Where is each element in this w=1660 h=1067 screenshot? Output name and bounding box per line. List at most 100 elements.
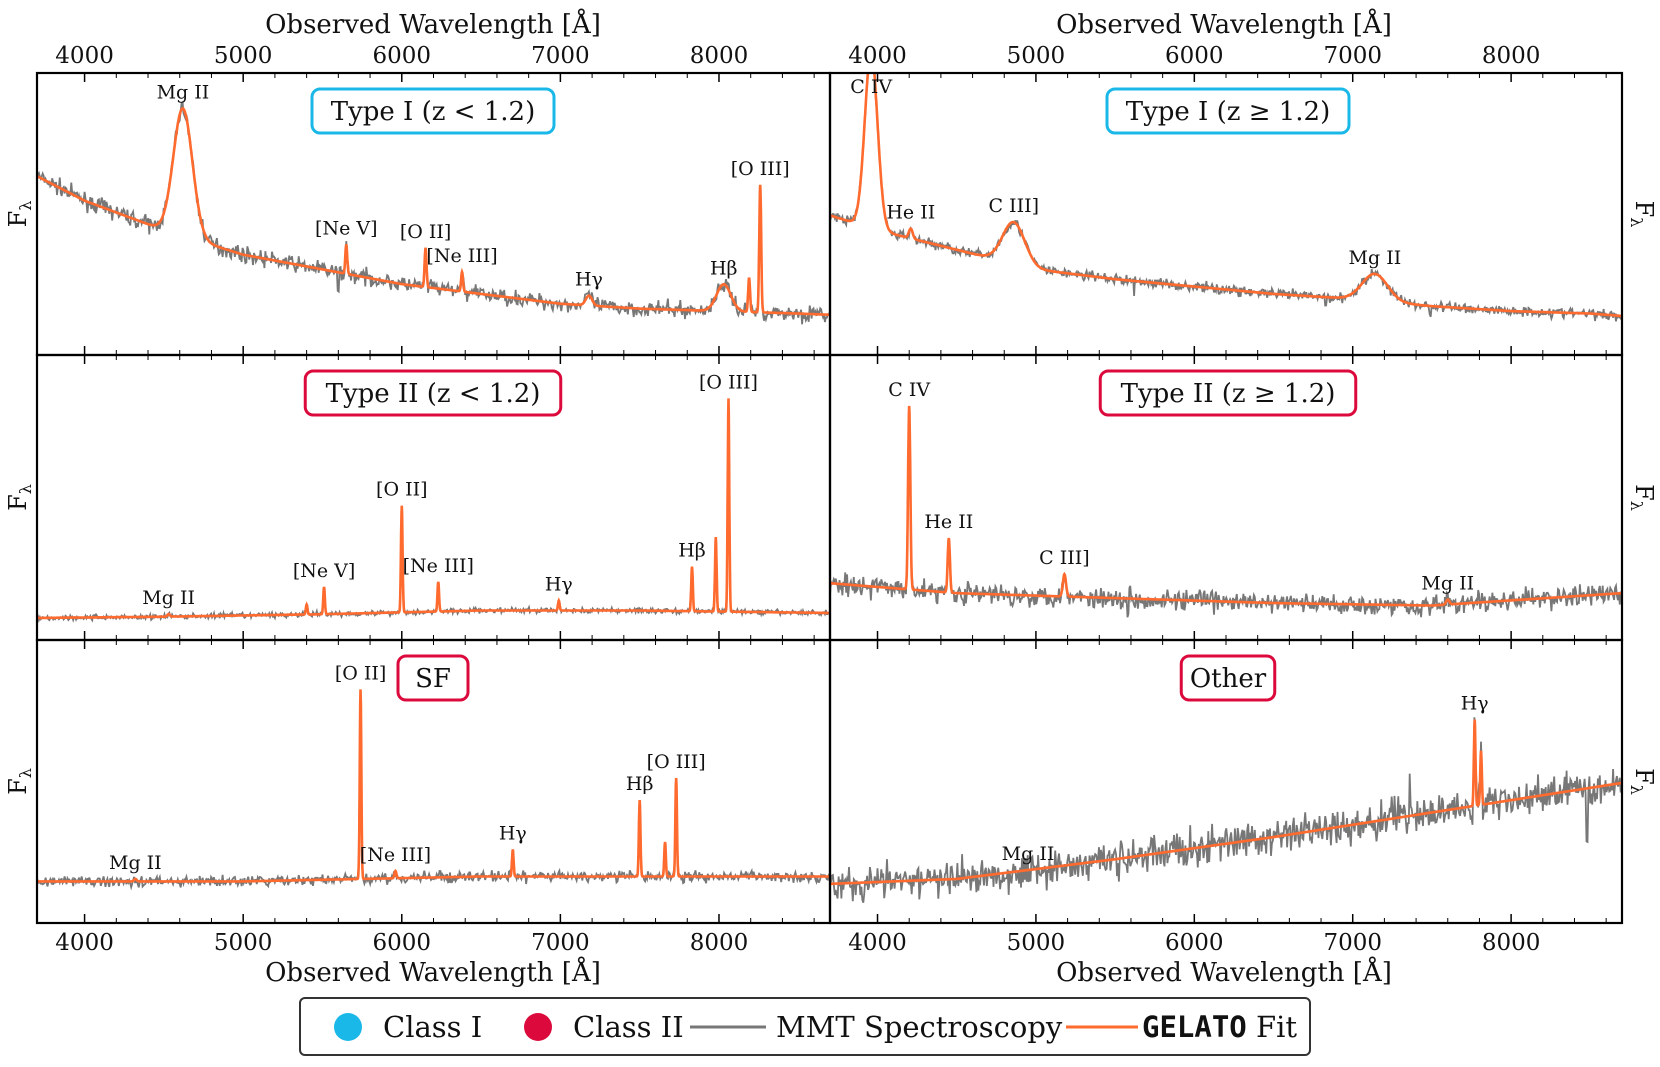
ylabel-bottom-right: Fλ xyxy=(1627,768,1658,795)
line-label-middle-left-2: [Ne V] xyxy=(293,560,355,582)
xtick-label-top-top-right-1: 5000 xyxy=(1007,43,1066,69)
legend-class2-marker xyxy=(524,1013,552,1041)
line-label-bottom-right-1: Hγ xyxy=(1461,693,1489,715)
panel-middle-right: C IV He II C III] Mg II Fλ Type II (z ≥ 1.2) xyxy=(828,353,1658,642)
ylabel-middle-left: Fλ xyxy=(4,484,35,511)
line-label-top-left-2: [O II] xyxy=(400,221,451,243)
class-label-bottom-right: Other xyxy=(1190,664,1267,694)
data-line-bottom-right xyxy=(830,717,1622,903)
fit-line-middle-left xyxy=(37,398,830,620)
bottom-right-xlabel: Observed Wavelength [Å] xyxy=(1056,956,1392,988)
line-label-bottom-left-0: Mg II xyxy=(109,852,162,874)
line-label-top-left-3: [Ne III] xyxy=(426,245,497,267)
xtick-label-top-top-left-1: 5000 xyxy=(214,43,273,69)
fit-line-middle-right xyxy=(830,405,1622,607)
class-box-top-right xyxy=(1105,87,1351,135)
line-label-bottom-left-4: Hβ xyxy=(626,773,654,795)
ylabel-bottom-left: Fλ xyxy=(4,768,35,795)
line-label-middle-left-5: Hγ xyxy=(545,574,573,596)
panel-bottom-left: Mg II [O II] [Ne III] Hγ Hβ[O III] 4000 5000 60… xyxy=(4,638,832,956)
fit-line-top-left xyxy=(37,107,830,317)
top-right-xlabel: Observed Wavelength [Å] xyxy=(1056,8,1392,40)
class-label-middle-left: Type II (z < 1.2) xyxy=(326,379,541,409)
class-label-middle-right: Type II (z ≥ 1.2) xyxy=(1121,379,1336,409)
class-label-top-left: Type I (z < 1.2) xyxy=(331,97,536,127)
line-label-middle-right-3: Mg II xyxy=(1421,573,1474,595)
line-label-middle-left-3: [O II] xyxy=(376,479,427,501)
class-box-middle-right xyxy=(1098,369,1358,417)
line-label-middle-left-6: Hβ xyxy=(678,540,706,562)
line-label-bottom-left-1: [O II] xyxy=(335,662,386,684)
legend-fit-code: GELATO xyxy=(1142,1010,1247,1044)
line-label-middle-left-4: [Ne III] xyxy=(403,555,474,577)
xtick-label-top-top-left-2: 6000 xyxy=(373,43,432,69)
xtick-label-bottom-bottom-left-4: 8000 xyxy=(690,930,749,956)
line-label-top-left-4: Hγ xyxy=(575,269,603,291)
xtick-label-bottom-bottom-left-3: 7000 xyxy=(531,930,590,956)
line-label-middle-left-8: [O III] xyxy=(699,371,758,393)
class-label-bottom-left: SF xyxy=(415,664,451,694)
legend: Class I Class II MMT Spectroscopy GELATO… xyxy=(299,997,1311,1056)
xtick-label-top-top-left-3: 7000 xyxy=(531,43,590,69)
ylabel-top-right: Fλ xyxy=(1627,201,1658,228)
xtick-label-top-top-left-0: 4000 xyxy=(55,43,114,69)
legend-frame xyxy=(299,997,1311,1056)
xtick-label-bottom-bottom-right-0: 4000 xyxy=(848,930,907,956)
xtick-label-bottom-bottom-right-3: 7000 xyxy=(1323,930,1382,956)
top-left-xlabel: Observed Wavelength [Å] xyxy=(265,8,601,40)
xtick-label-bottom-bottom-right-4: 8000 xyxy=(1482,930,1541,956)
xtick-label-top-top-right-3: 7000 xyxy=(1323,43,1382,69)
line-label-bottom-left-3: Hγ xyxy=(499,822,527,844)
panel-bottom-right: Mg II Hγ 4000 5000 6000 7000 8000 Fλ Other xyxy=(828,638,1658,956)
line-label-middle-left-0: Mg II xyxy=(142,587,195,609)
legend-fit-label: GELATO Fit xyxy=(1142,1010,1297,1044)
xtick-label-bottom-bottom-right-1: 5000 xyxy=(1007,930,1066,956)
class-box-bottom-right xyxy=(1179,654,1277,702)
xtick-label-top-top-right-4: 8000 xyxy=(1482,43,1541,69)
class-box-bottom-left xyxy=(396,654,470,702)
class-box-middle-left xyxy=(303,369,563,417)
xtick-label-bottom-bottom-right-2: 6000 xyxy=(1165,930,1224,956)
line-label-top-left-0: Mg II xyxy=(157,81,210,103)
class-box-top-left xyxy=(310,87,556,135)
line-label-top-left-1: [Ne V] xyxy=(315,217,377,239)
line-label-top-left-5: Hβ xyxy=(710,257,738,279)
panel-middle-left: Mg II [Ne V] [O II] [Ne III] Hγ Hβ [O III] Fλ Ty… xyxy=(4,353,832,642)
legend-fit-rest: Fit xyxy=(1247,1010,1298,1044)
fit-line-top-right xyxy=(830,73,1622,318)
data-line-middle-right xyxy=(830,423,1622,618)
line-label-middle-right-1: He II xyxy=(924,511,973,533)
panel-top-left: Mg II [Ne V] [O II][Ne III] Hγ Hβ [O III] 4000… xyxy=(4,43,832,357)
xtick-label-bottom-bottom-left-1: 5000 xyxy=(214,930,273,956)
panel-top-right: C IV He II C III] Mg II 4000 5000 6000 7000 8000… xyxy=(828,43,1658,357)
line-label-top-left-7: [O III] xyxy=(731,158,790,180)
legend-class1-label: Class I xyxy=(383,1010,482,1044)
data-line-top-left xyxy=(37,100,830,325)
fit-line-bottom-left xyxy=(37,689,830,883)
line-label-top-right-1: He II xyxy=(886,202,935,224)
xtick-label-top-top-right-2: 6000 xyxy=(1165,43,1224,69)
ylabel-middle-right: Fλ xyxy=(1627,484,1658,511)
xtick-label-top-top-left-4: 8000 xyxy=(690,43,749,69)
legend-class1-marker xyxy=(334,1013,362,1041)
legend-class2-label: Class II xyxy=(573,1010,684,1044)
xtick-label-bottom-bottom-left-2: 6000 xyxy=(373,930,432,956)
line-label-top-right-3: Mg II xyxy=(1349,247,1402,269)
line-label-bottom-right-0: Mg II xyxy=(1002,843,1055,865)
ylabel-top-left: Fλ xyxy=(4,201,35,228)
line-label-bottom-left-6: [O III] xyxy=(647,751,706,773)
legend-mmt-label: MMT Spectroscopy xyxy=(776,1010,1063,1044)
bottom-left-xlabel: Observed Wavelength [Å] xyxy=(265,956,601,988)
line-label-middle-right-2: C III] xyxy=(1039,547,1090,569)
xtick-label-bottom-bottom-left-0: 4000 xyxy=(55,930,114,956)
line-label-top-right-2: C III] xyxy=(988,195,1039,217)
fit-line-bottom-right xyxy=(830,719,1622,886)
line-label-middle-right-0: C IV xyxy=(888,379,930,401)
xtick-label-top-top-right-0: 4000 xyxy=(848,43,907,69)
line-label-bottom-left-2: [Ne III] xyxy=(360,844,431,866)
class-label-top-right: Type I (z ≥ 1.2) xyxy=(1126,97,1331,127)
line-label-top-right-0: C IV xyxy=(850,76,892,98)
